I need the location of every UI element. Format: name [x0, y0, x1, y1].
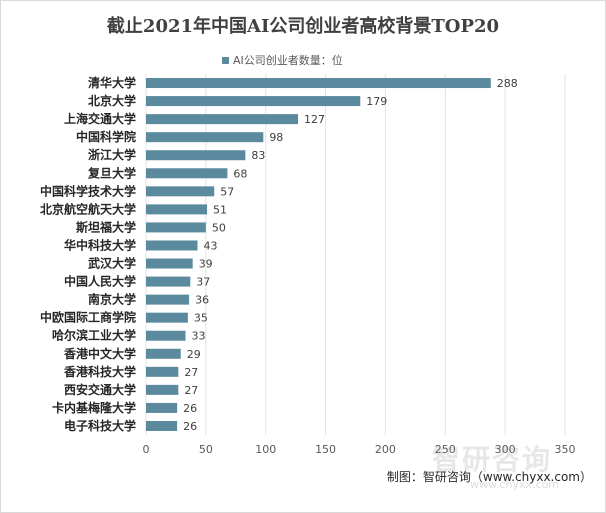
- data-label: 50: [212, 221, 226, 234]
- legend: AI公司创业者数量：位: [222, 52, 343, 68]
- bar: [146, 186, 215, 197]
- bar: [146, 276, 191, 287]
- data-label: 98: [269, 131, 283, 144]
- data-label: 27: [184, 384, 198, 397]
- data-label: 288: [497, 77, 518, 90]
- x-tick-label: 100: [255, 443, 276, 456]
- x-tick-label: 50: [199, 443, 213, 456]
- category-label: 北京大学: [88, 93, 136, 108]
- bar: [146, 420, 178, 431]
- bar: [146, 204, 208, 215]
- data-label: 27: [184, 366, 198, 379]
- data-label: 68: [233, 167, 247, 180]
- category-label: 武汉大学: [88, 256, 136, 271]
- legend-label: AI公司创业者数量：位: [233, 54, 343, 67]
- category-label: 浙江大学: [88, 147, 136, 162]
- category-label: 电子科技大学: [64, 418, 136, 433]
- data-label: 43: [203, 239, 217, 252]
- data-label: 26: [183, 402, 197, 415]
- bar: [146, 402, 178, 413]
- bar: [146, 114, 299, 125]
- x-tick-label: 0: [143, 443, 150, 456]
- category-label: 斯坦福大学: [76, 219, 136, 234]
- data-label: 26: [183, 420, 197, 433]
- bar: [146, 240, 198, 251]
- bar: [146, 312, 188, 323]
- x-tick-label: 200: [375, 443, 396, 456]
- category-label: 西安交通大学: [64, 382, 136, 397]
- bar: [146, 384, 179, 395]
- bar: [146, 366, 179, 377]
- x-tick-label: 150: [315, 443, 336, 456]
- category-label: 香港中文大学: [63, 346, 136, 361]
- chart-title: 截止2021年中国AI公司创业者高校背景TOP20: [106, 16, 500, 37]
- x-tick-label: 250: [435, 443, 456, 456]
- data-label: 36: [195, 294, 209, 307]
- x-tick-label: 300: [495, 443, 516, 456]
- category-label: 清华大学: [88, 75, 136, 90]
- category-label: 北京航空航天大学: [40, 201, 136, 216]
- bar: [146, 132, 264, 143]
- bar: [146, 96, 361, 107]
- category-label: 南京大学: [88, 292, 136, 307]
- data-label: 179: [366, 95, 387, 108]
- category-label: 中欧国际工商学院: [40, 310, 136, 325]
- data-label: 29: [187, 348, 201, 361]
- legend-swatch: [222, 56, 229, 64]
- data-label: 51: [213, 203, 227, 216]
- category-label: 中国科学院: [76, 129, 136, 144]
- bar: [146, 222, 206, 233]
- bar: [146, 330, 186, 341]
- data-label: 35: [194, 312, 208, 325]
- bar: [146, 78, 491, 89]
- data-label: 57: [220, 185, 234, 198]
- category-label: 上海交通大学: [64, 111, 136, 126]
- category-label: 中国科学技术大学: [40, 183, 136, 198]
- data-label: 33: [192, 330, 206, 343]
- data-label: 37: [196, 276, 210, 289]
- category-label: 香港科技大学: [63, 364, 136, 379]
- bar: [146, 258, 193, 269]
- bar: [146, 294, 190, 305]
- data-label: 39: [199, 258, 213, 271]
- category-label: 哈尔滨工业大学: [52, 328, 136, 343]
- bar: [146, 348, 181, 359]
- category-label: 卡内基梅隆大学: [52, 400, 136, 415]
- source-credit: 制图：智研咨询（www.chyxx.com）: [386, 470, 592, 484]
- bar: [146, 168, 228, 179]
- category-label: 中国人民大学: [64, 274, 136, 289]
- category-label: 华中科技大学: [64, 237, 136, 252]
- category-label: 复旦大学: [87, 165, 136, 180]
- data-label: 127: [304, 113, 325, 126]
- data-label: 83: [251, 149, 265, 162]
- x-tick-label: 350: [555, 443, 576, 456]
- bar: [146, 150, 246, 161]
